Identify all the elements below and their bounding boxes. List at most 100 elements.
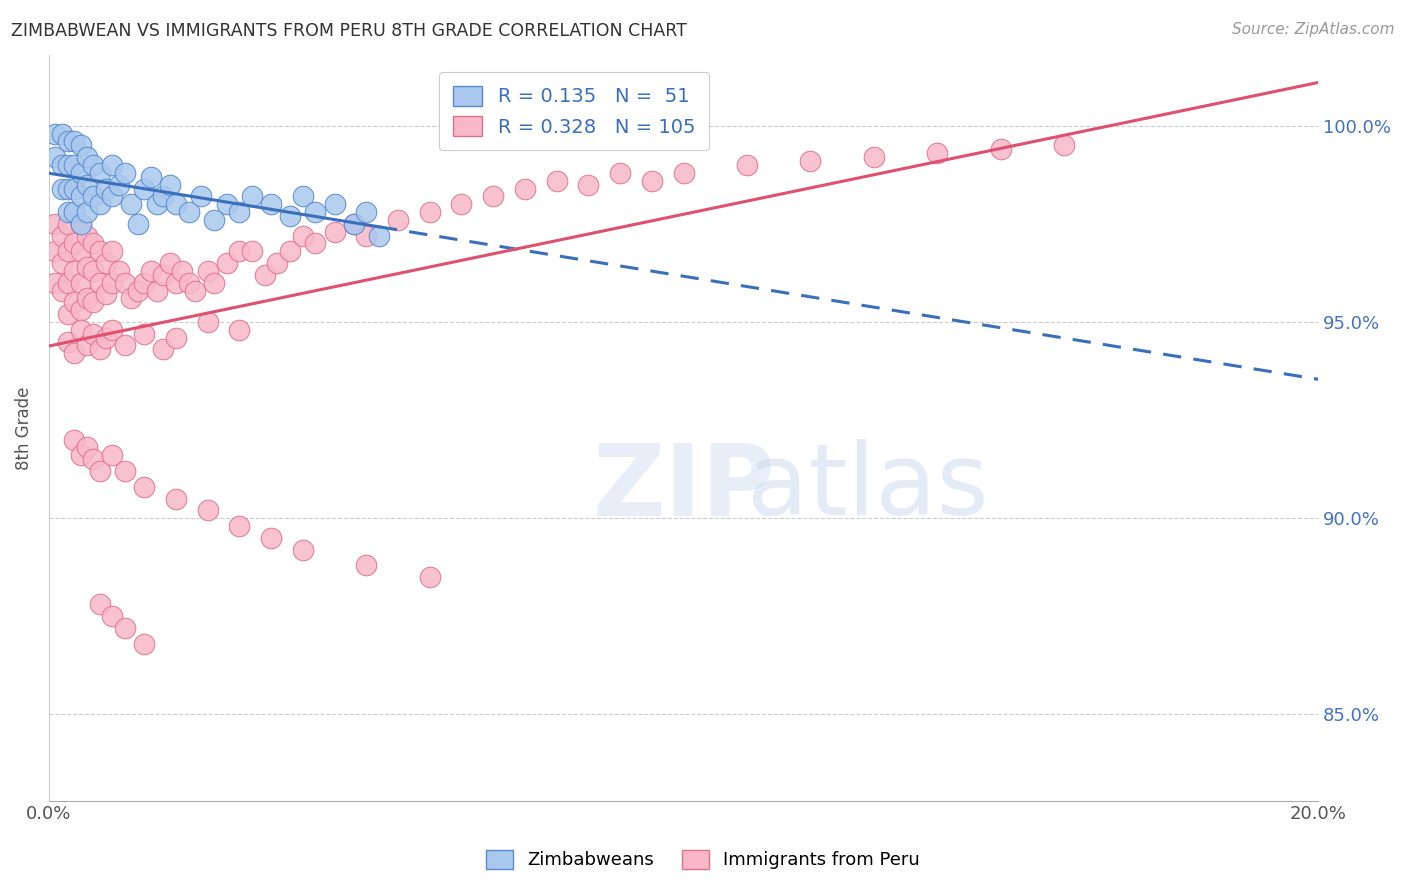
Point	[146, 197, 169, 211]
Point	[69, 217, 91, 231]
Point	[107, 178, 129, 192]
Point	[323, 225, 346, 239]
Point	[139, 264, 162, 278]
Point	[260, 531, 283, 545]
Point	[56, 135, 79, 149]
Point	[291, 228, 314, 243]
Point	[82, 295, 104, 310]
Point	[165, 331, 187, 345]
Point	[121, 197, 143, 211]
Point	[215, 256, 238, 270]
Point	[56, 158, 79, 172]
Point	[63, 433, 86, 447]
Point	[63, 135, 86, 149]
Point	[190, 189, 212, 203]
Point	[139, 169, 162, 184]
Point	[127, 217, 149, 231]
Legend: Zimbabweans, Immigrants from Peru: Zimbabweans, Immigrants from Peru	[477, 841, 929, 879]
Text: Source: ZipAtlas.com: Source: ZipAtlas.com	[1232, 22, 1395, 37]
Point	[82, 264, 104, 278]
Point	[228, 519, 250, 533]
Point	[69, 244, 91, 259]
Point	[127, 284, 149, 298]
Point	[304, 236, 326, 251]
Point	[76, 205, 98, 219]
Point	[323, 197, 346, 211]
Point	[177, 205, 200, 219]
Point	[134, 637, 156, 651]
Point	[990, 142, 1012, 156]
Point	[799, 154, 821, 169]
Point	[94, 331, 117, 345]
Point	[56, 181, 79, 195]
Point	[94, 181, 117, 195]
Point	[69, 166, 91, 180]
Point	[228, 323, 250, 337]
Point	[356, 205, 378, 219]
Point	[641, 174, 664, 188]
Point	[342, 217, 364, 231]
Point	[146, 284, 169, 298]
Y-axis label: 8th Grade: 8th Grade	[15, 386, 32, 469]
Point	[202, 213, 225, 227]
Point	[152, 189, 174, 203]
Point	[51, 158, 73, 172]
Point	[159, 178, 181, 192]
Point	[51, 181, 73, 195]
Point	[165, 197, 187, 211]
Point	[184, 284, 207, 298]
Point	[114, 338, 136, 352]
Point	[44, 217, 66, 231]
Point	[304, 205, 326, 219]
Point	[228, 205, 250, 219]
Point	[114, 621, 136, 635]
Point	[76, 292, 98, 306]
Point	[513, 181, 536, 195]
Point	[82, 326, 104, 341]
Point	[735, 158, 758, 172]
Point	[56, 334, 79, 349]
Point	[152, 343, 174, 357]
Point	[927, 146, 949, 161]
Point	[94, 256, 117, 270]
Point	[63, 205, 86, 219]
Point	[609, 166, 631, 180]
Point	[172, 264, 194, 278]
Point	[51, 228, 73, 243]
Point	[482, 189, 505, 203]
Point	[56, 217, 79, 231]
Text: atlas: atlas	[747, 439, 988, 536]
Point	[82, 452, 104, 467]
Point	[121, 292, 143, 306]
Text: ZIP: ZIP	[592, 439, 775, 536]
Point	[89, 166, 111, 180]
Point	[1053, 138, 1076, 153]
Point	[56, 307, 79, 321]
Point	[82, 236, 104, 251]
Point	[63, 295, 86, 310]
Point	[63, 236, 86, 251]
Point	[107, 264, 129, 278]
Point	[260, 197, 283, 211]
Point	[291, 542, 314, 557]
Point	[101, 323, 124, 337]
Point	[387, 213, 409, 227]
Point	[51, 284, 73, 298]
Point	[63, 264, 86, 278]
Point	[152, 268, 174, 282]
Point	[82, 189, 104, 203]
Point	[114, 464, 136, 478]
Point	[89, 197, 111, 211]
Point	[165, 276, 187, 290]
Point	[101, 448, 124, 462]
Point	[89, 244, 111, 259]
Point	[76, 260, 98, 274]
Point	[56, 205, 79, 219]
Point	[419, 205, 441, 219]
Point	[419, 570, 441, 584]
Point	[450, 197, 472, 211]
Point	[202, 276, 225, 290]
Point	[89, 598, 111, 612]
Point	[63, 205, 86, 219]
Point	[101, 244, 124, 259]
